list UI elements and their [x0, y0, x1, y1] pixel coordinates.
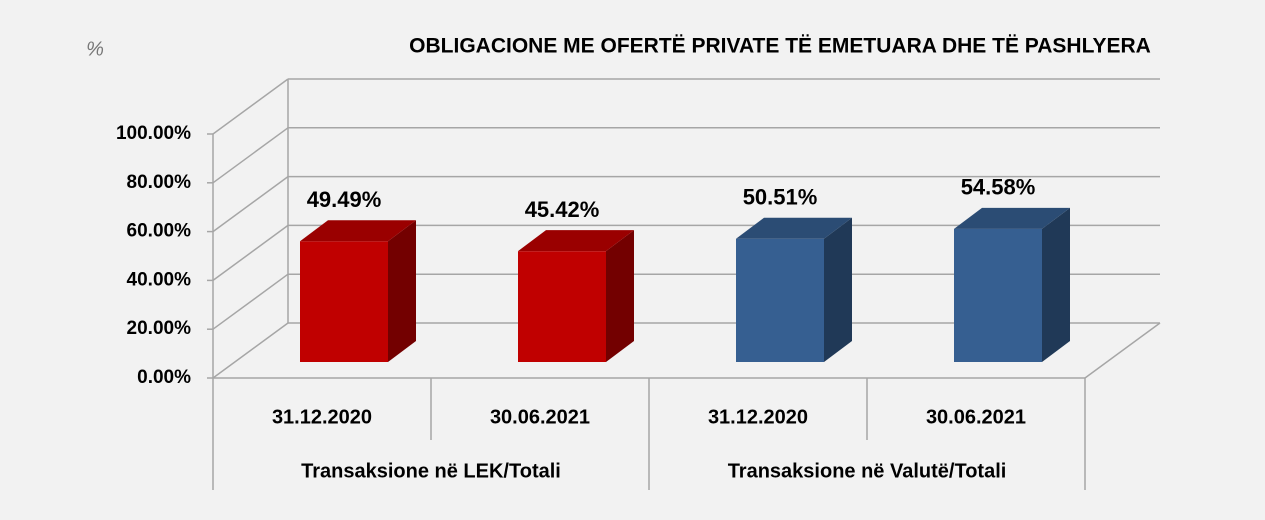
- value-label: 49.49%: [307, 187, 382, 212]
- y-tick-label: 20.00%: [127, 318, 192, 339]
- bar-side: [606, 230, 634, 362]
- chart-title: OBLIGACIONE ME OFERTË PRIVATE TË EMETUAR…: [409, 35, 1151, 58]
- x-tick-label: 31.12.2020: [708, 406, 808, 428]
- bar-top: [518, 230, 634, 252]
- bar-top: [300, 220, 416, 242]
- bar-front: [954, 228, 1042, 362]
- y-tick-label: 40.00%: [127, 269, 192, 290]
- value-label: 54.58%: [961, 175, 1036, 200]
- grid-line: [212, 78, 289, 135]
- grid-line: [212, 224, 289, 282]
- x-tick-label: 30.06.2021: [926, 406, 1026, 428]
- grid-line: [212, 175, 289, 233]
- value-label: 50.51%: [743, 185, 818, 210]
- grid-line: [212, 273, 289, 330]
- value-label: 45.42%: [525, 197, 600, 222]
- bar-side: [1042, 207, 1070, 362]
- bar-top: [736, 217, 852, 239]
- x-tick-label: 30.06.2021: [490, 406, 590, 428]
- bar-front: [518, 251, 606, 362]
- bar-top: [954, 207, 1070, 229]
- bar-side: [824, 217, 852, 362]
- y-tick-label: 0.00%: [137, 367, 191, 388]
- bar-side: [388, 220, 416, 362]
- bar-front: [736, 238, 824, 362]
- grid-line: [212, 127, 289, 184]
- group-label: Transaksione në Valutë/Totali: [728, 460, 1007, 482]
- y-tick-label: 60.00%: [127, 221, 192, 242]
- x-tick-label: 31.12.2020: [272, 406, 372, 428]
- bar-front: [300, 241, 388, 362]
- grid-line: [212, 322, 289, 379]
- y-tick-label: 80.00%: [127, 172, 192, 193]
- group-label: Transaksione në LEK/Totali: [301, 460, 561, 482]
- unit-label: %: [86, 38, 104, 60]
- y-tick-label: 100.00%: [116, 123, 191, 144]
- floor-edge: [1084, 322, 1161, 379]
